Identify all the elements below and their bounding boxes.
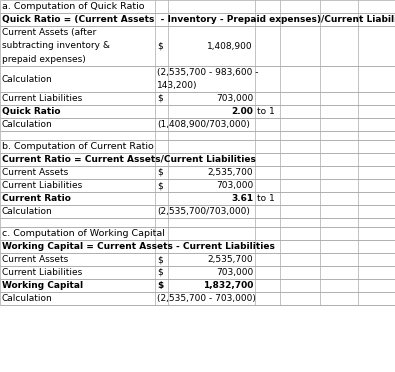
- Text: Working Capital: Working Capital: [2, 281, 83, 290]
- Text: $: $: [157, 94, 163, 103]
- Text: Current Ratio = Current Assets/Current Liabilities: Current Ratio = Current Assets/Current L…: [2, 155, 256, 164]
- Text: (2,535,700 - 703,000): (2,535,700 - 703,000): [157, 294, 256, 303]
- Text: Calculation: Calculation: [2, 207, 53, 216]
- Text: 2,535,700: 2,535,700: [207, 168, 253, 177]
- Text: Calculation: Calculation: [2, 74, 53, 83]
- Text: $: $: [157, 168, 163, 177]
- Text: $: $: [157, 281, 163, 290]
- Text: Working Capital = Current Assets - Current Liabilities: Working Capital = Current Assets - Curre…: [2, 242, 275, 251]
- Text: Current Ratio: Current Ratio: [2, 194, 71, 203]
- Text: Calculation: Calculation: [2, 294, 53, 303]
- Text: 2.00: 2.00: [231, 107, 253, 116]
- Text: Quick Ratio: Quick Ratio: [2, 107, 60, 116]
- Text: 1,408,900: 1,408,900: [207, 42, 253, 51]
- Text: (2,535,700 - 983,600 -: (2,535,700 - 983,600 -: [157, 68, 258, 77]
- Text: Current Assets (after: Current Assets (after: [2, 28, 96, 37]
- Text: Current Liabilities: Current Liabilities: [2, 268, 82, 277]
- Text: (1,408,900/703,000): (1,408,900/703,000): [157, 120, 250, 129]
- Text: Current Liabilities: Current Liabilities: [2, 181, 82, 190]
- Text: 1,832,700: 1,832,700: [203, 281, 253, 290]
- Text: 143,200): 143,200): [157, 81, 198, 90]
- Text: to 1: to 1: [257, 107, 275, 116]
- Text: Current Assets: Current Assets: [2, 168, 68, 177]
- Text: 703,000: 703,000: [216, 94, 253, 103]
- Text: b. Computation of Current Ratio: b. Computation of Current Ratio: [2, 142, 154, 151]
- Text: 3.61: 3.61: [231, 194, 253, 203]
- Text: $: $: [157, 255, 163, 264]
- Text: subtracting inventory &: subtracting inventory &: [2, 42, 110, 51]
- Text: 703,000: 703,000: [216, 181, 253, 190]
- Text: prepaid expenses): prepaid expenses): [2, 55, 86, 64]
- Text: 2,535,700: 2,535,700: [207, 255, 253, 264]
- Text: Current Liabilities: Current Liabilities: [2, 94, 82, 103]
- Text: Calculation: Calculation: [2, 120, 53, 129]
- Text: Quick Ratio = (Current Assets  - Inventory - Prepaid expenses)/Current Liabiliti: Quick Ratio = (Current Assets - Inventor…: [2, 15, 395, 24]
- Text: a. Computation of Quick Ratio: a. Computation of Quick Ratio: [2, 2, 145, 11]
- Text: to 1: to 1: [257, 194, 275, 203]
- Text: 703,000: 703,000: [216, 268, 253, 277]
- Text: $: $: [157, 181, 163, 190]
- Text: $: $: [157, 268, 163, 277]
- Text: $: $: [157, 42, 163, 51]
- Text: (2,535,700/703,000): (2,535,700/703,000): [157, 207, 250, 216]
- Text: c. Computation of Working Capital: c. Computation of Working Capital: [2, 229, 165, 238]
- Text: Current Assets: Current Assets: [2, 255, 68, 264]
